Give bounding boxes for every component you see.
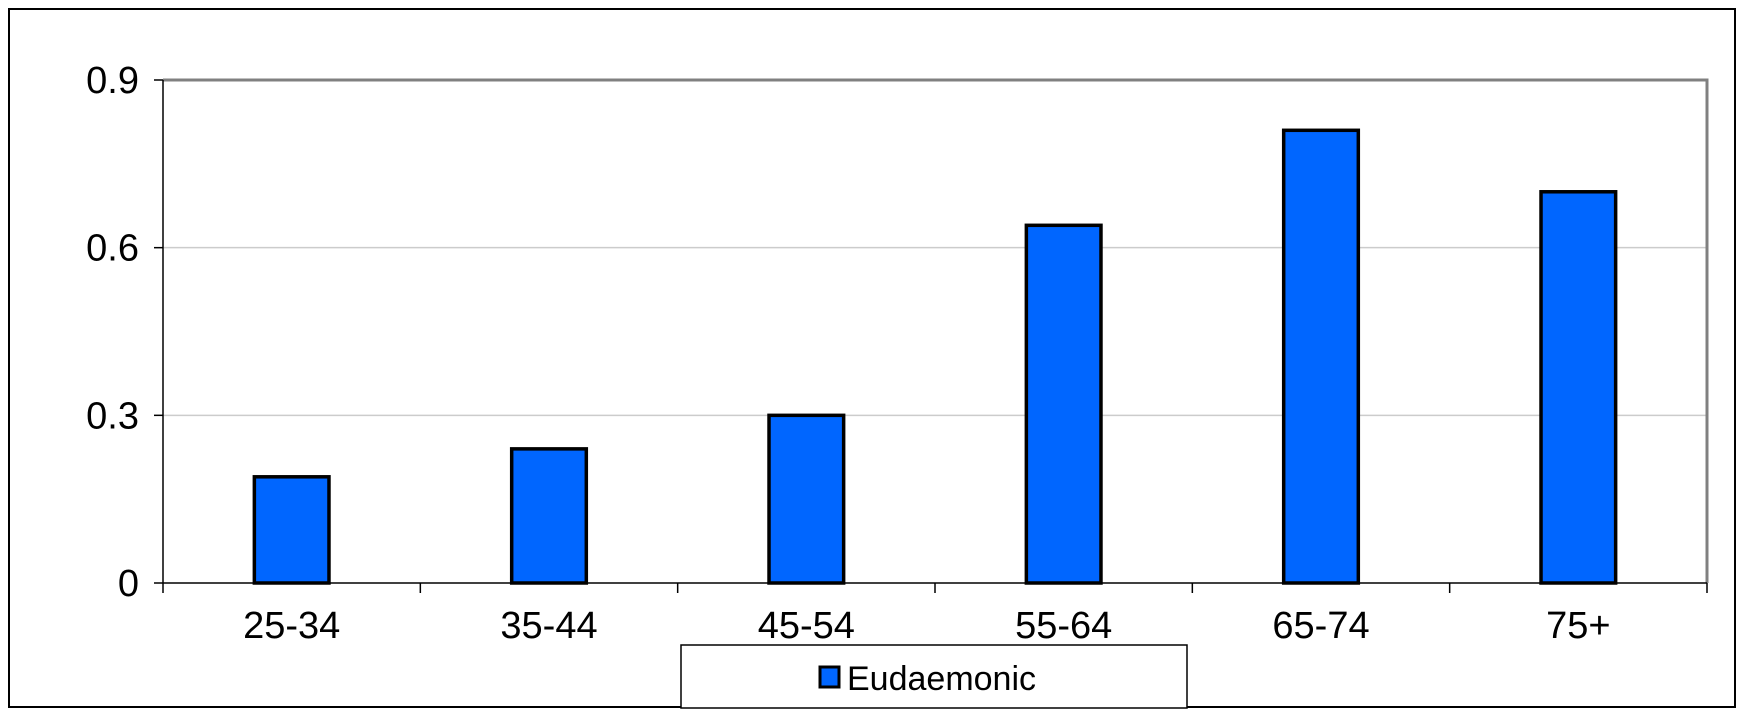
y-tick-label: 0	[118, 563, 139, 605]
bar-75+	[1539, 190, 1618, 585]
legend: Eudaemonic	[680, 644, 1188, 709]
plot-border	[163, 78, 1709, 583]
bar-35-44	[509, 447, 589, 585]
x-tick-label: 25-34	[243, 605, 340, 647]
x-tick-label: 55-64	[1015, 605, 1112, 647]
chart-frame	[8, 8, 1736, 708]
x-tick-label: 35-44	[500, 605, 597, 647]
x-tick-label: 45-54	[758, 605, 855, 647]
axes	[154, 79, 1708, 593]
y-axis-tick-labels: 0 0.3 0.6 0.9	[86, 60, 139, 605]
plot-area	[163, 78, 1709, 583]
legend-box	[680, 644, 1188, 709]
y-tick-label: 0.3	[86, 395, 139, 437]
gridlines	[163, 79, 1707, 417]
bar-65-74	[1281, 128, 1361, 585]
bar-55-64	[1024, 223, 1103, 585]
x-tick-label: 75+	[1546, 605, 1610, 647]
bar-25-34	[252, 475, 331, 585]
x-tick-label: 65-74	[1272, 605, 1369, 647]
legend-swatch	[818, 665, 841, 689]
y-tick-label: 0.6	[86, 228, 139, 270]
y-tick-label: 0.9	[86, 60, 139, 102]
bars	[252, 128, 1618, 585]
bar-45-54	[767, 413, 846, 585]
legend-label: Eudaemonic	[847, 660, 1036, 698]
x-axis-tick-labels: 25-34 35-44 45-54 55-64 65-74 75+	[243, 605, 1611, 647]
